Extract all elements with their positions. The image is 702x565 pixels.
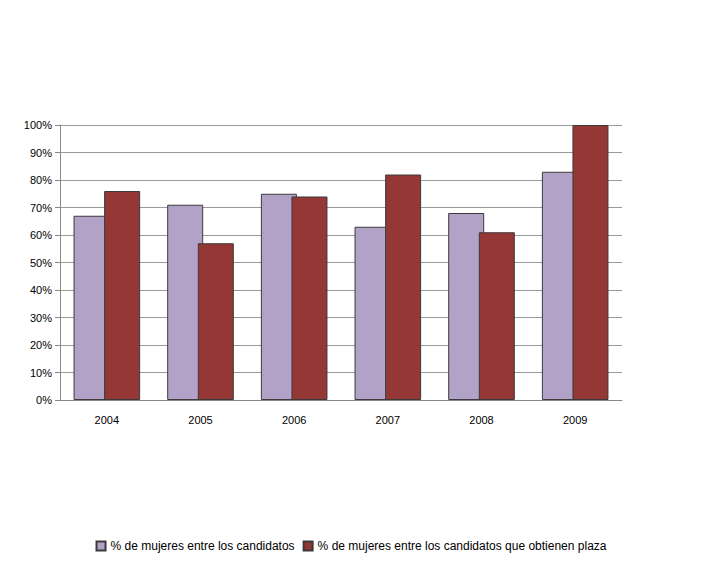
svg-text:10%: 10% <box>30 367 52 379</box>
svg-text:2004: 2004 <box>95 414 119 426</box>
svg-text:100%: 100% <box>24 119 52 131</box>
svg-text:2007: 2007 <box>376 414 400 426</box>
svg-text:2008: 2008 <box>469 414 493 426</box>
svg-text:20%: 20% <box>30 339 52 351</box>
svg-text:2005: 2005 <box>188 414 212 426</box>
svg-text:70%: 70% <box>30 202 52 214</box>
svg-text:0%: 0% <box>36 394 52 406</box>
svg-text:40%: 40% <box>30 284 52 296</box>
svg-text:30%: 30% <box>30 312 52 324</box>
svg-text:60%: 60% <box>30 229 52 241</box>
svg-text:2006: 2006 <box>282 414 306 426</box>
svg-text:% de mujeres entre los candida: % de mujeres entre los candidatos que ob… <box>318 539 607 553</box>
svg-text:90%: 90% <box>30 147 52 159</box>
svg-text:50%: 50% <box>30 257 52 269</box>
svg-text:% de mujeres entre los candida: % de mujeres entre los candidatos <box>111 539 295 553</box>
svg-text:2009: 2009 <box>563 414 587 426</box>
svg-text:80%: 80% <box>30 174 52 186</box>
